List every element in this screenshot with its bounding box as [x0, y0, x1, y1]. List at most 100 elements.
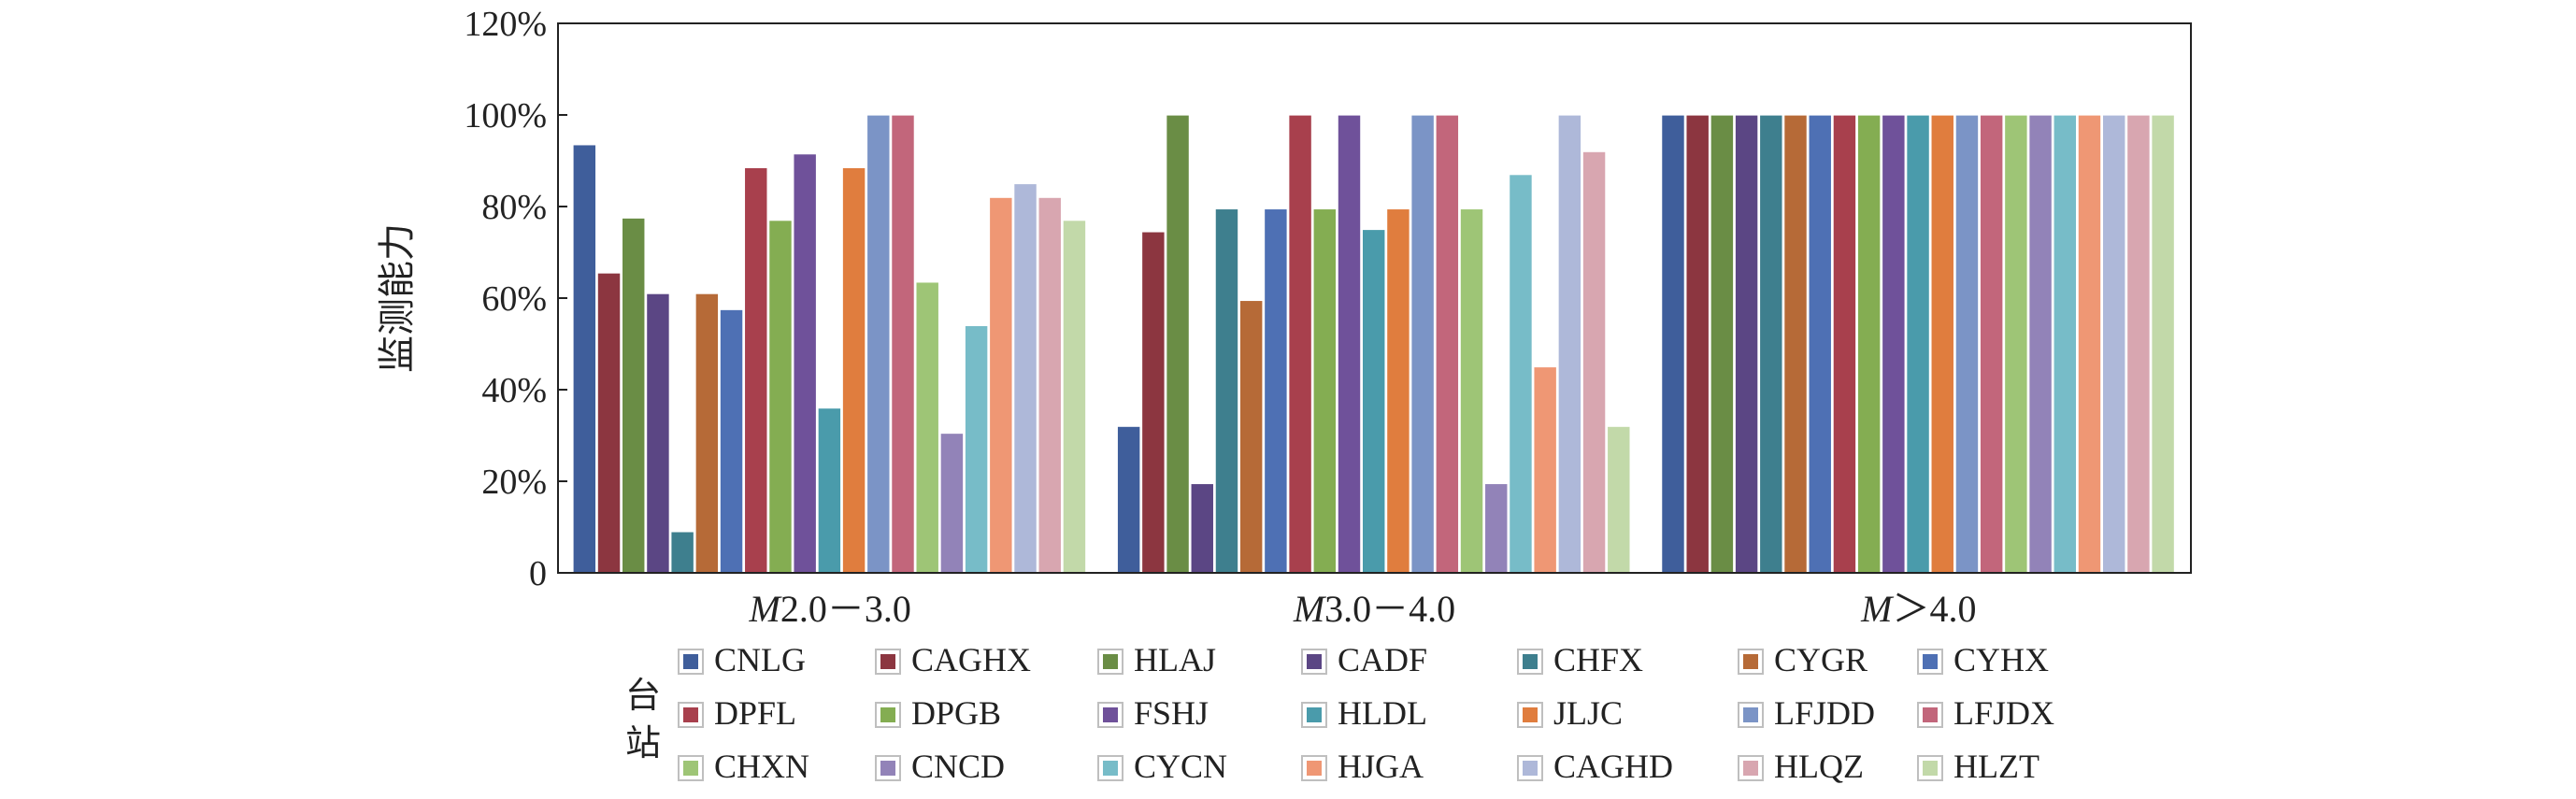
bar-cncd: [1483, 482, 1509, 574]
bar-chfx: [1758, 114, 1783, 574]
bar-lfjdx: [1979, 114, 2004, 574]
legend-label: CAGHD: [1553, 748, 1673, 785]
bar-cadf: [1734, 114, 1759, 574]
bar-cygr: [1238, 299, 1264, 574]
legend-swatch-frame: [1097, 702, 1123, 728]
bar-hjga: [2077, 114, 2102, 574]
legend-swatch: [880, 761, 895, 776]
legend-title-char: 台: [625, 675, 661, 716]
legend-item-cycn: CYCN: [1097, 748, 1227, 785]
bar-hlaj: [1710, 114, 1735, 574]
bar-caghd: [2101, 114, 2126, 574]
legend-item-chxn: CHXN: [678, 748, 809, 785]
bar-hlqz: [1581, 150, 1607, 574]
bar-group: [572, 114, 2176, 574]
legend-swatch: [1923, 654, 1938, 669]
bar-chxn: [1459, 207, 1484, 574]
bar-dpfl: [1288, 114, 1313, 574]
legend-swatch: [1743, 654, 1758, 669]
legend-item-cncd: CNCD: [875, 748, 1005, 785]
legend-item-dpgb: DPGB: [875, 694, 1001, 732]
bar-chfx: [1214, 207, 1239, 574]
legend-swatch: [683, 654, 698, 669]
legend-swatch: [1103, 707, 1118, 722]
legend-item-lfjdd: LFJDD: [1738, 694, 1875, 732]
bar-lfjdd: [866, 114, 891, 574]
bar-dpfl: [743, 166, 768, 574]
bar-caghd: [1013, 182, 1038, 574]
bar-hldl: [1361, 228, 1386, 574]
legend-swatch: [1743, 707, 1758, 722]
legend-label: CYGR: [1774, 641, 1868, 678]
legend-swatch: [1523, 707, 1538, 722]
legend-item-fshj: FSHJ: [1097, 694, 1209, 732]
bar-fshj: [1881, 114, 1906, 574]
legend-label: CNLG: [714, 641, 806, 678]
x-category-label: M2.0－3.0: [749, 588, 911, 630]
legend-label: LFJDX: [1953, 694, 2054, 732]
bar-hlzt: [2151, 114, 2176, 574]
bar-jljc: [1930, 114, 1955, 574]
legend: CNLG CAGHX HLAJ CADF CHFX CYGR CYHX DPFL DPGB FSH…: [678, 641, 2054, 785]
bar-lfjdd: [1410, 114, 1436, 574]
bar-cnlg: [572, 144, 597, 574]
y-axis-ticks: 0 20% 40% 60% 80% 100% 120%: [464, 5, 567, 593]
bar-cyhx: [719, 308, 744, 574]
legend-item-hlzt: HLZT: [1917, 748, 2039, 785]
legend-item-jljc: JLJC: [1517, 694, 1623, 732]
legend-item-cnlg: CNLG: [678, 641, 806, 678]
bar-jljc: [1386, 207, 1410, 574]
x-axis-labels: M2.0－3.0 M3.0－4.0 M＞4.0: [749, 588, 1977, 630]
bar-hlzt: [1606, 425, 1631, 574]
bar-dpgb: [768, 220, 793, 574]
x-category-label: M3.0－4.0: [1293, 588, 1455, 630]
legend-item-cadf: CADF: [1301, 641, 1427, 678]
y-axis-label: 监测能力: [376, 223, 419, 373]
legend-label: HLAJ: [1134, 641, 1216, 678]
legend-label: LFJDD: [1774, 694, 1875, 732]
bar-caghx: [1140, 231, 1166, 574]
legend-label: CYCN: [1134, 748, 1227, 785]
legend-label: JLJC: [1553, 694, 1623, 732]
y-tick-label: 40%: [481, 371, 547, 410]
bar-cygr: [694, 292, 720, 574]
legend-label: FSHJ: [1134, 694, 1209, 732]
bar-hlaj: [621, 217, 646, 574]
legend-label: CNCD: [911, 748, 1005, 785]
legend-item-hlqz: HLQZ: [1738, 748, 1864, 785]
legend-swatch: [1923, 707, 1938, 722]
legend-label: HLDL: [1338, 694, 1427, 732]
legend-label: CAGHX: [911, 641, 1031, 678]
legend-swatch-frame: [1917, 649, 1943, 675]
legend-swatch: [683, 707, 698, 722]
bar-cyhx: [1808, 114, 1833, 574]
bar-cncd: [939, 432, 965, 574]
legend-swatch-frame: [678, 755, 704, 781]
bar-cnlg: [1661, 114, 1685, 574]
bar-cycn: [1509, 174, 1533, 574]
legend-item-chfx: CHFX: [1517, 641, 1643, 678]
bar-cycn: [2053, 114, 2078, 574]
x-category-label: M＞4.0: [1860, 588, 1976, 630]
legend-label: CHFX: [1553, 641, 1643, 678]
bar-caghd: [1557, 114, 1582, 574]
bar-hlqz: [2125, 114, 2151, 574]
bar-hldl: [817, 407, 842, 574]
bar-caghx: [596, 272, 622, 574]
bar-hjga: [988, 196, 1013, 574]
legend-swatch-frame: [1517, 755, 1543, 781]
legend-title-char: 站: [625, 722, 661, 763]
plot-frame: [557, 22, 2192, 574]
legend-item-hjga: HJGA: [1301, 748, 1424, 785]
legend-swatch-frame: [1301, 702, 1327, 728]
legend-swatch: [880, 654, 895, 669]
bar-dpgb: [1312, 207, 1338, 574]
bar-lfjdd: [1954, 114, 1980, 574]
bar-cyhx: [1263, 207, 1288, 574]
legend-item-lfjdx: LFJDX: [1917, 694, 2054, 732]
legend-label: HLQZ: [1774, 748, 1864, 785]
legend-swatch: [683, 761, 698, 776]
bar-dpfl: [1832, 114, 1857, 574]
legend-item-caghd: CAGHD: [1517, 748, 1673, 785]
